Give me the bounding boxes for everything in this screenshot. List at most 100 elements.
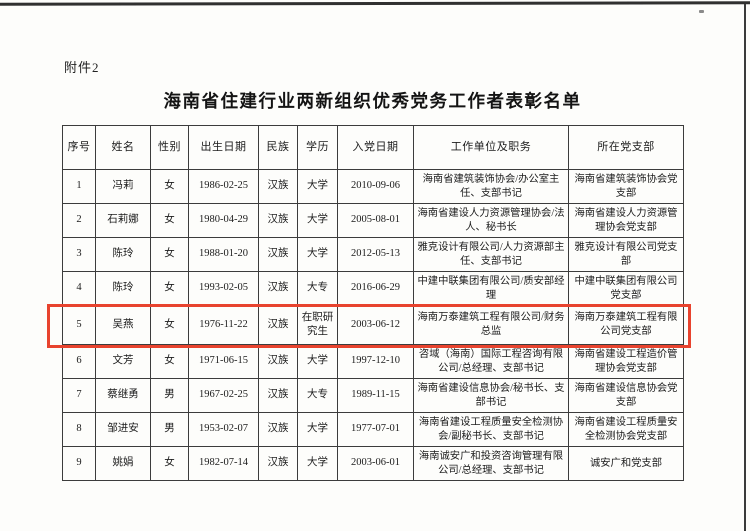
table-cell: 汉族 bbox=[258, 305, 298, 345]
table-row: 2 石莉娜女 1980-04-29 汉族 大学 2005-08-01 海南省建设人力资源管理… bbox=[62, 203, 684, 238]
table-cell: 海南省建设工程质量安全检测协会/副秘书长、支部书记 bbox=[413, 412, 569, 447]
table-cell: 3 bbox=[62, 237, 96, 272]
table-cell: 男 bbox=[150, 412, 189, 447]
table-row: 6 文芳女 1971-06-15 汉族 大学 1997-12-10 咨域（海南）国际工程咨询… bbox=[62, 344, 684, 379]
header-cell: 出生日期 bbox=[188, 125, 259, 170]
table-row: 9 姚娟女 1982-07-14 汉族 大学 2003-06-01 海南诚安广和投资咨询管理… bbox=[62, 446, 684, 481]
table-cell: 诚安广和党支部 bbox=[568, 446, 684, 481]
header-cell: 序号 bbox=[62, 125, 96, 170]
table-cell: 汉族 bbox=[258, 237, 298, 272]
table-cell: 2 bbox=[62, 203, 96, 238]
table-cell: 女 bbox=[150, 169, 189, 204]
table-row: 5 吴燕女 1976-11-22 汉族 在职研究生 2003-06-12 海南万泰建筑工程有… bbox=[62, 305, 684, 345]
table-cell: 汉族 bbox=[258, 271, 298, 306]
table-cell: 女 bbox=[150, 203, 189, 238]
table-cell: 2005-08-01 bbox=[337, 203, 414, 238]
table-cell: 1982-07-14 bbox=[188, 446, 259, 481]
table-cell: 海南省建筑装饰协会/办公室主任、支部书记 bbox=[413, 169, 569, 204]
table-cell: 咨域（海南）国际工程咨询有限公司/总经理、支部书记 bbox=[413, 344, 569, 379]
table-row: 1 冯莉女 1986-02-25 汉族 大学 2010-09-06 海南省建筑装饰协会/办公… bbox=[62, 169, 684, 204]
commendation-table: 序号 姓名 性别 出生日期 民族 学历 入党日期 工作单位及职务 所在党支部 1 冯莉女 1986-… bbox=[62, 125, 684, 481]
table-cell: 1986-02-25 bbox=[188, 169, 259, 204]
table-cell: 1980-04-29 bbox=[188, 203, 259, 238]
table-cell: 1953-02-07 bbox=[188, 412, 259, 447]
table-header-row: 序号 姓名 性别 出生日期 民族 学历 入党日期 工作单位及职务 所在党支部 bbox=[62, 125, 684, 170]
table-cell: 1971-06-15 bbox=[188, 344, 259, 379]
table-cell: 1 bbox=[62, 169, 96, 204]
table-cell: 女 bbox=[150, 271, 189, 306]
table-cell: 海南万泰建筑工程有限公司党支部 bbox=[568, 305, 684, 345]
table-cell: 海南诚安广和投资咨询管理有限公司/总经理、支部书记 bbox=[413, 446, 569, 481]
table-cell: 1977-07-01 bbox=[337, 412, 414, 447]
table-cell: 大学 bbox=[297, 412, 338, 447]
header-cell: 姓名 bbox=[95, 125, 151, 170]
table-cell: 汉族 bbox=[258, 412, 298, 447]
table-cell: 石莉娜 bbox=[95, 203, 151, 238]
table-cell: 8 bbox=[62, 412, 96, 447]
page-title: 海南省住建行业两新组织优秀党务工作者表彰名单 bbox=[163, 91, 582, 111]
table-cell: 海南省建设人力资源管理协会党支部 bbox=[568, 203, 684, 238]
table-cell: 大学 bbox=[297, 169, 338, 204]
table-cell: 雅克设计有限公司/人力资源部主任、支部书记 bbox=[413, 237, 569, 272]
table-cell: 海南省建设人力资源管理协会/法人、秘书长 bbox=[413, 203, 569, 238]
table-cell: 文芳 bbox=[95, 344, 151, 379]
table-cell: 1993-02-05 bbox=[188, 271, 259, 306]
header-cell: 性别 bbox=[150, 125, 189, 170]
table-cell: 9 bbox=[62, 446, 96, 481]
table-cell: 姚娟 bbox=[95, 446, 151, 481]
table-cell: 2016-06-29 bbox=[337, 271, 414, 306]
table-cell: 陈玲 bbox=[95, 237, 151, 272]
table-cell: 海南省建设信息协会/秘书长、支部书记 bbox=[413, 378, 569, 413]
table-cell: 大学 bbox=[297, 344, 338, 379]
header-cell: 工作单位及职务 bbox=[413, 125, 569, 170]
scan-speck bbox=[699, 10, 704, 13]
table-cell: 中建中联集团有限公司/质安部经理 bbox=[413, 271, 569, 306]
table-cell: 7 bbox=[62, 378, 96, 413]
table-cell: 4 bbox=[62, 271, 96, 306]
header-cell: 民族 bbox=[258, 125, 298, 170]
table-cell: 大专 bbox=[297, 271, 338, 306]
table-cell: 汉族 bbox=[258, 378, 298, 413]
table-body: 1 冯莉女 1986-02-25 汉族 大学 2010-09-06 海南省建筑装饰协会/办公… bbox=[62, 169, 684, 481]
table-cell: 女 bbox=[150, 237, 189, 272]
table-cell: 2012-05-13 bbox=[337, 237, 414, 272]
table-row: 3 陈玲女 1988-01-20 汉族 大学 2012-05-13 雅克设计有限公司/人力资… bbox=[62, 237, 684, 272]
table-cell: 1976-11-22 bbox=[188, 305, 259, 345]
table-cell: 2003-06-12 bbox=[337, 305, 414, 345]
table-cell: 吴燕 bbox=[95, 305, 151, 345]
table-cell: 邹进安 bbox=[95, 412, 151, 447]
table-cell: 海南省建设信息协会党支部 bbox=[568, 378, 684, 413]
table-cell: 海南省建设工程造价管理协会党支部 bbox=[568, 344, 684, 379]
header-cell: 所在党支部 bbox=[568, 125, 684, 170]
table-cell: 男 bbox=[150, 378, 189, 413]
scan-border-top bbox=[0, 1, 750, 6]
table-row: 8 邹进安男 1953-02-07 汉族 大学 1977-07-01 海南省建设工程质量安全… bbox=[62, 412, 684, 447]
table-cell: 在职研究生 bbox=[297, 305, 338, 345]
table-cell: 海南省建筑装饰协会党支部 bbox=[568, 169, 684, 204]
table-cell: 大学 bbox=[297, 446, 338, 481]
table-cell: 6 bbox=[62, 344, 96, 379]
table-cell: 大学 bbox=[297, 203, 338, 238]
table-cell: 女 bbox=[150, 305, 189, 345]
table-cell: 汉族 bbox=[258, 344, 298, 379]
table-cell: 女 bbox=[150, 446, 189, 481]
table-cell: 女 bbox=[150, 344, 189, 379]
table-cell: 1997-12-10 bbox=[337, 344, 414, 379]
table-cell: 汉族 bbox=[258, 203, 298, 238]
table-cell: 1989-11-15 bbox=[337, 378, 414, 413]
table-cell: 5 bbox=[62, 305, 96, 345]
attachment-label: 附件2 bbox=[64, 60, 100, 75]
table-cell: 蔡继勇 bbox=[95, 378, 151, 413]
table-cell: 大专 bbox=[297, 378, 338, 413]
table-cell: 2003-06-01 bbox=[337, 446, 414, 481]
scan-border-right bbox=[744, 4, 746, 531]
table-cell: 陈玲 bbox=[95, 271, 151, 306]
table-cell: 1967-02-25 bbox=[188, 378, 259, 413]
table-cell: 中建中联集团有限公司党支部 bbox=[568, 271, 684, 306]
table-cell: 2010-09-06 bbox=[337, 169, 414, 204]
table-cell: 冯莉 bbox=[95, 169, 151, 204]
table-row: 4 陈玲女 1993-02-05 汉族 大专 2016-06-29 中建中联集团有限公司/质… bbox=[62, 271, 684, 306]
table-row: 7 蔡继勇男 1967-02-25 汉族 大专 1989-11-15 海南省建设信息协会/秘… bbox=[62, 378, 684, 413]
table-cell: 大学 bbox=[297, 237, 338, 272]
table-cell: 海南省建设工程质量安全检测协会党支部 bbox=[568, 412, 684, 447]
